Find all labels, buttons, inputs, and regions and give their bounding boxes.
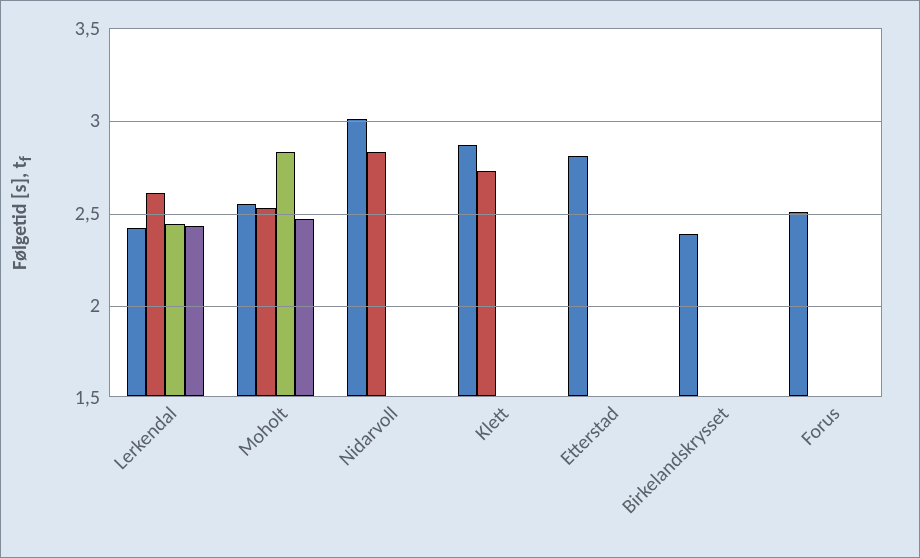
gridline — [110, 214, 881, 215]
plot-area: 1,522,533,5LerkendalMoholtNidarvollKlett… — [109, 28, 882, 397]
y-tick-label: 2 — [90, 294, 100, 318]
bar — [367, 152, 386, 396]
x-tick-label: Nidarvoll — [334, 402, 403, 471]
bar — [458, 145, 477, 396]
x-tick-label: Birkelandskrysset — [618, 402, 735, 519]
y-tick-label: 3 — [90, 109, 100, 133]
x-tick-label: Etterstad — [555, 402, 623, 470]
bar — [165, 224, 184, 396]
bar — [185, 226, 204, 396]
bar — [789, 212, 808, 397]
bar — [237, 204, 256, 396]
bar — [679, 234, 698, 396]
bar — [146, 193, 165, 396]
x-tick-label: Forus — [796, 402, 845, 451]
chart-container: 1,5 2 2,5 3 3,5 Lerkendal Moholt Nidarvoll Klett… — [0, 0, 920, 558]
bar — [347, 119, 366, 396]
y-tick-label: 2,5 — [75, 202, 100, 226]
y-axis-title: Følgetid [s], tf — [8, 156, 36, 270]
bar — [477, 171, 496, 396]
gridline — [110, 121, 881, 122]
bar — [568, 156, 587, 396]
y-tick-label: 3,5 — [75, 17, 100, 41]
bars-layer — [110, 29, 881, 396]
x-tick-label: Klett — [470, 402, 513, 445]
bar — [127, 228, 146, 396]
bar — [256, 208, 275, 396]
x-tick-label: Moholt — [233, 402, 292, 461]
bar — [276, 152, 295, 396]
x-tick-label: Lerkendal — [109, 402, 182, 475]
bar — [295, 219, 314, 396]
gridline — [110, 306, 881, 307]
y-tick-label: 1,5 — [75, 386, 100, 410]
